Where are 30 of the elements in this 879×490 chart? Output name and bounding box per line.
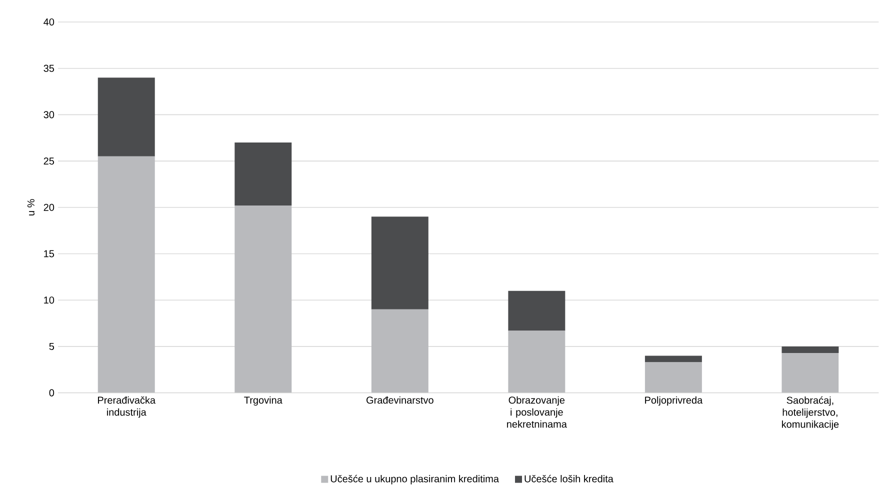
bar	[782, 346, 839, 354]
bar	[782, 353, 839, 393]
bar	[508, 330, 566, 393]
y-tick-label: 10	[44, 296, 54, 304]
x-tick-label: Prerađivačka industrija	[98, 396, 156, 418]
bar	[371, 309, 428, 393]
y-tick-label: 35	[44, 64, 54, 72]
bar	[234, 206, 292, 393]
x-tick-label: Poljoprivreda	[645, 396, 703, 406]
bar	[508, 290, 566, 331]
y-tick-label: 25	[44, 158, 54, 165]
y-tick-label: 30	[44, 111, 54, 118]
y-tick-label: 40	[44, 18, 54, 26]
legend-label: Učešće loših kredita	[524, 474, 614, 482]
bar	[644, 356, 702, 362]
bar	[644, 362, 702, 393]
bar	[98, 156, 155, 393]
y-tick-label: 20	[44, 204, 54, 212]
x-tick-label: Trgovina	[244, 396, 282, 406]
y-tick-label: 15	[44, 250, 54, 258]
x-tick-label: Saobraćaj, hotelijerstvo, komunikacije	[782, 396, 839, 430]
x-tick-label: Obrazovanje i poslovanje nekretninama	[507, 396, 567, 428]
y-axis-title: u %	[27, 199, 34, 216]
bar	[98, 78, 155, 157]
legend-label: Učešće u ukupno plasiranim kreditima	[330, 474, 499, 484]
bar	[371, 216, 428, 310]
y-tick-label: 5	[49, 343, 54, 350]
y-tick-label: 0	[49, 389, 54, 396]
bar	[234, 142, 292, 206]
x-tick-label: Građevinarstvo	[366, 396, 434, 404]
